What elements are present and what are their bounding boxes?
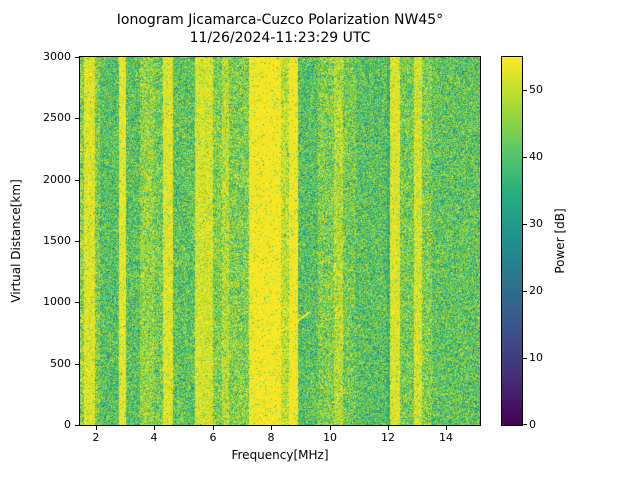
colorbar-tick-label: 40 bbox=[529, 150, 543, 163]
colorbar-canvas bbox=[502, 57, 522, 425]
y-tick-label: 500 bbox=[50, 357, 71, 370]
heatmap-canvas bbox=[80, 57, 480, 425]
x-tick-label: 8 bbox=[267, 431, 275, 444]
x-tick-label: 14 bbox=[439, 431, 453, 444]
tick-mark bbox=[523, 224, 527, 225]
tick-mark bbox=[75, 118, 79, 119]
tick-mark bbox=[75, 57, 79, 58]
tick-mark bbox=[75, 425, 79, 426]
tick-mark bbox=[154, 426, 155, 430]
tick-mark bbox=[75, 364, 79, 365]
tick-mark bbox=[388, 426, 389, 430]
tick-mark bbox=[523, 424, 527, 425]
tick-mark bbox=[523, 291, 527, 292]
tick-mark bbox=[446, 426, 447, 430]
tick-mark bbox=[271, 426, 272, 430]
colorbar bbox=[501, 56, 523, 426]
y-tick-label: 1000 bbox=[43, 295, 71, 308]
x-axis-label: Frequency[MHz] bbox=[231, 448, 329, 462]
colorbar-tick-label: 0 bbox=[529, 418, 536, 431]
tick-mark bbox=[523, 90, 527, 91]
plot-area bbox=[79, 56, 481, 426]
y-tick-label: 1500 bbox=[43, 234, 71, 247]
tick-mark bbox=[330, 426, 331, 430]
tick-mark bbox=[523, 157, 527, 158]
chart-subtitle: 11/26/2024-11:23:29 UTC bbox=[189, 30, 371, 46]
tick-mark bbox=[75, 302, 79, 303]
x-tick-label: 10 bbox=[323, 431, 337, 444]
tick-mark bbox=[75, 180, 79, 181]
x-tick-label: 2 bbox=[92, 431, 100, 444]
chart-title: Ionogram Jicamarca-Cuzco Polarization NW… bbox=[116, 12, 444, 28]
x-tick-label: 6 bbox=[209, 431, 217, 444]
colorbar-tick-label: 30 bbox=[529, 217, 543, 230]
y-tick-label: 3000 bbox=[43, 50, 71, 63]
tick-mark bbox=[75, 241, 79, 242]
colorbar-tick-label: 50 bbox=[529, 83, 543, 96]
tick-mark bbox=[523, 358, 527, 359]
x-tick-label: 12 bbox=[381, 431, 395, 444]
y-tick-label: 0 bbox=[64, 418, 71, 431]
colorbar-tick-label: 10 bbox=[529, 351, 543, 364]
tick-mark bbox=[213, 426, 214, 430]
tick-mark bbox=[96, 426, 97, 430]
y-tick-label: 2500 bbox=[43, 111, 71, 124]
y-tick-label: 2000 bbox=[43, 173, 71, 186]
colorbar-tick-label: 20 bbox=[529, 284, 543, 297]
x-tick-label: 4 bbox=[150, 431, 158, 444]
